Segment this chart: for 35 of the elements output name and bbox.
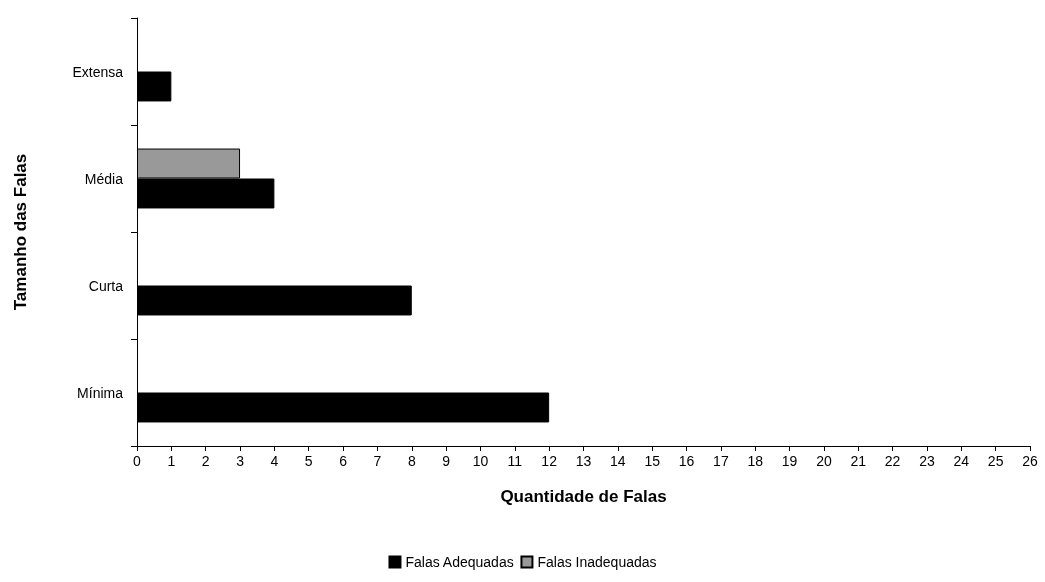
- x-tick-label: 5: [304, 453, 313, 469]
- x-tick-label: 21: [850, 453, 867, 469]
- x-tick-label: 25: [987, 453, 1004, 469]
- legend-label: Falas Inadequadas: [537, 554, 657, 570]
- x-tick-label: 4: [270, 453, 279, 469]
- x-tick-label: 3: [236, 453, 245, 469]
- x-tick-label: 10: [472, 453, 489, 469]
- x-tick-label: 26: [1022, 453, 1038, 469]
- y-tick-label: Mínima: [77, 384, 124, 401]
- x-tick-label: 9: [442, 453, 451, 469]
- x-axis-title: Quantidade de Falas: [500, 487, 667, 506]
- x-tick-label: 15: [644, 453, 661, 469]
- x-tick-label: 7: [373, 453, 382, 469]
- x-tick-label: 6: [339, 453, 348, 469]
- x-tick-label: 12: [541, 453, 558, 469]
- y-tick-label: Média: [84, 170, 124, 187]
- x-tick-label: 22: [884, 453, 901, 469]
- x-tick-label: 18: [747, 453, 764, 469]
- x-tick-label: 17: [713, 453, 729, 469]
- x-tick-label: 14: [610, 453, 626, 469]
- x-tick-label: 8: [407, 453, 416, 469]
- legend-label: Falas Adequadas: [405, 554, 514, 570]
- x-tick-label: 19: [781, 453, 798, 469]
- x-tick-label: 23: [919, 453, 935, 469]
- x-tick-label: 0: [133, 453, 142, 469]
- x-tick-label: 20: [816, 453, 832, 469]
- y-tick-label: Curta: [88, 277, 124, 294]
- y-axis-title: Tamanho das Falas: [11, 153, 30, 311]
- x-tick-label: 1: [167, 453, 176, 469]
- x-tick-label: 13: [575, 453, 592, 469]
- y-tick-label: Extensa: [72, 63, 124, 80]
- x-tick-label: 11: [507, 453, 523, 469]
- x-tick-label: 2: [201, 453, 210, 469]
- x-tick-label: 24: [953, 453, 970, 469]
- x-tick-label: 16: [678, 453, 695, 469]
